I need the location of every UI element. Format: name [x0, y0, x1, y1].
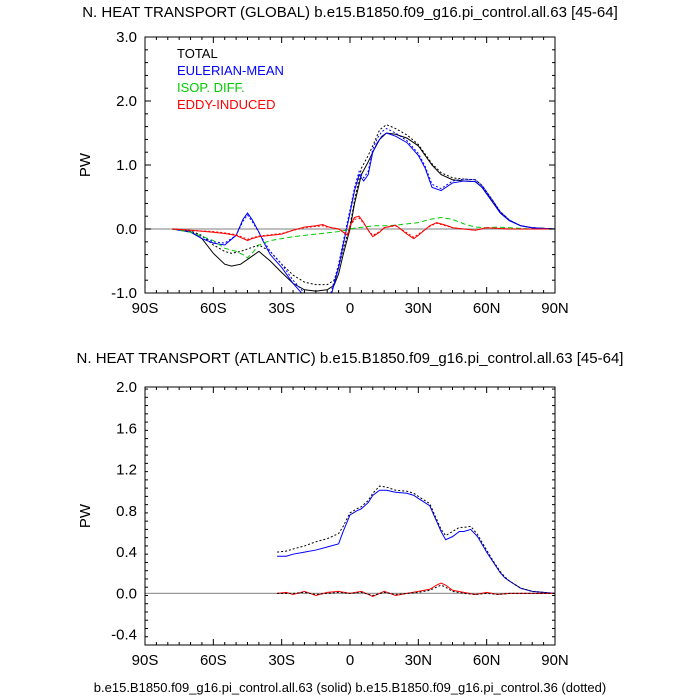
panel-1-x-tick-label: 60S: [200, 652, 227, 669]
legend-entry-isop-diff: ISOP. DIFF.: [177, 80, 245, 95]
panel-0-y-tick-label: 0.0: [116, 221, 137, 238]
legend-entry-eddy-induced: EDDY-INDUCED: [177, 97, 275, 112]
panel-0-x-tick-label: 30N: [405, 300, 433, 317]
panel-1-y-tick-label: 0.4: [116, 544, 137, 561]
panel-1-series-total-dotted-line: [277, 485, 555, 594]
panel-1-title: N. HEAT TRANSPORT (ATLANTIC) b.e15.B1850…: [77, 350, 624, 367]
panel-0-x-tick-label: 90N: [541, 300, 569, 317]
panel-1-y-tick-label: 1.2: [116, 462, 137, 479]
panel-1-y-tick-label: -0.4: [111, 627, 137, 644]
panel-0-x-tick-label: 30S: [268, 300, 295, 317]
panel-0-y-axis-label: PW: [77, 152, 94, 177]
figure-footer: b.e15.B1850.f09_g16.pi_control.all.63 (s…: [94, 680, 606, 695]
panel-0-y-tick-label: 3.0: [116, 29, 137, 46]
panel-0-y-tick-label: 1.0: [116, 157, 137, 174]
panel-1-x-tick-label: 30S: [268, 652, 295, 669]
panel-1-y-tick-label: 0.8: [116, 503, 137, 520]
panel-1-x-tick-label: 0: [346, 652, 354, 669]
panel-1-x-tick-label: 90N: [541, 652, 569, 669]
panel-0-series-total-dotted-line: [172, 124, 555, 286]
panel-1-y-tick-label: 1.6: [116, 420, 137, 437]
legend-entry-total: TOTAL: [177, 46, 218, 61]
panel-1-x-tick-label: 90S: [132, 652, 159, 669]
panel-0-y-tick-label: 2.0: [116, 93, 137, 110]
panel-0-series-eddy-induced-line: [172, 215, 555, 242]
panel-0-x-tick-label: 90S: [132, 300, 159, 317]
panel-1-y-axis-label: PW: [77, 503, 94, 528]
panel-0-x-tick-label: 60S: [200, 300, 227, 317]
panel-1-x-tick-label: 30N: [405, 652, 433, 669]
panel-0-series-isop-diff-line: [172, 216, 555, 259]
atlantic-heat-transport-panel: N. HEAT TRANSPORT (ATLANTIC) b.e15.B1850…: [77, 350, 624, 669]
panel-1-series-total-line: [277, 489, 555, 594]
panel-1-y-tick-label: 0.0: [116, 585, 137, 602]
panel-1-y-tick-label: 2.0: [116, 379, 137, 396]
panel-1-series-eddy-induced-dotted-line: [277, 584, 555, 596]
panel-0-x-tick-label: 0: [346, 300, 354, 317]
panel-1-x-tick-label: 60N: [473, 652, 501, 669]
panel-0-title: N. HEAT TRANSPORT (GLOBAL) b.e15.B1850.f…: [82, 4, 618, 21]
panel-0-series-eulerian-mean-dotted-line: [172, 127, 555, 293]
panel-0-y-tick-label: -1.0: [111, 285, 137, 302]
global-heat-transport-panel: N. HEAT TRANSPORT (GLOBAL) b.e15.B1850.f…: [77, 4, 618, 317]
legend-entry-eulerian-mean: EULERIAN-MEAN: [177, 63, 284, 78]
panel-0-series-eddy-induced-dotted-line: [172, 217, 555, 240]
panel-0-series-total-line: [172, 132, 555, 292]
panel-0-series-eulerian-mean-line: [172, 132, 555, 293]
panel-0-x-tick-label: 60N: [473, 300, 501, 317]
